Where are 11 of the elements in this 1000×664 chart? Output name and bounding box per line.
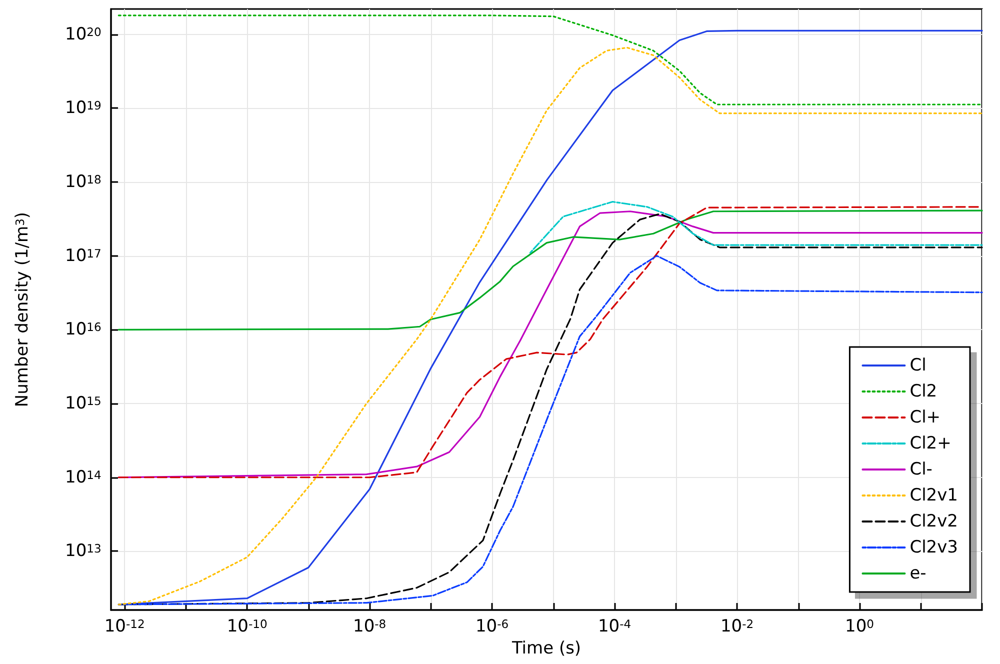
legend-label: Cl+ — [910, 408, 941, 428]
x-axis-title: Time (s) — [510, 638, 582, 658]
legend-label: e- — [910, 564, 926, 584]
legend-label: Cl2v3 — [910, 538, 958, 558]
legend-label: Cl2+ — [910, 434, 952, 454]
legend-label: Cl2v2 — [910, 512, 958, 532]
legend-label: Cl — [910, 356, 926, 376]
legend-label: Cl2v1 — [910, 486, 958, 506]
legend-label: Cl2 — [910, 382, 938, 402]
legend-label: Cl- — [910, 460, 932, 480]
y-axis-title: Number density (1/m3) — [12, 212, 32, 408]
